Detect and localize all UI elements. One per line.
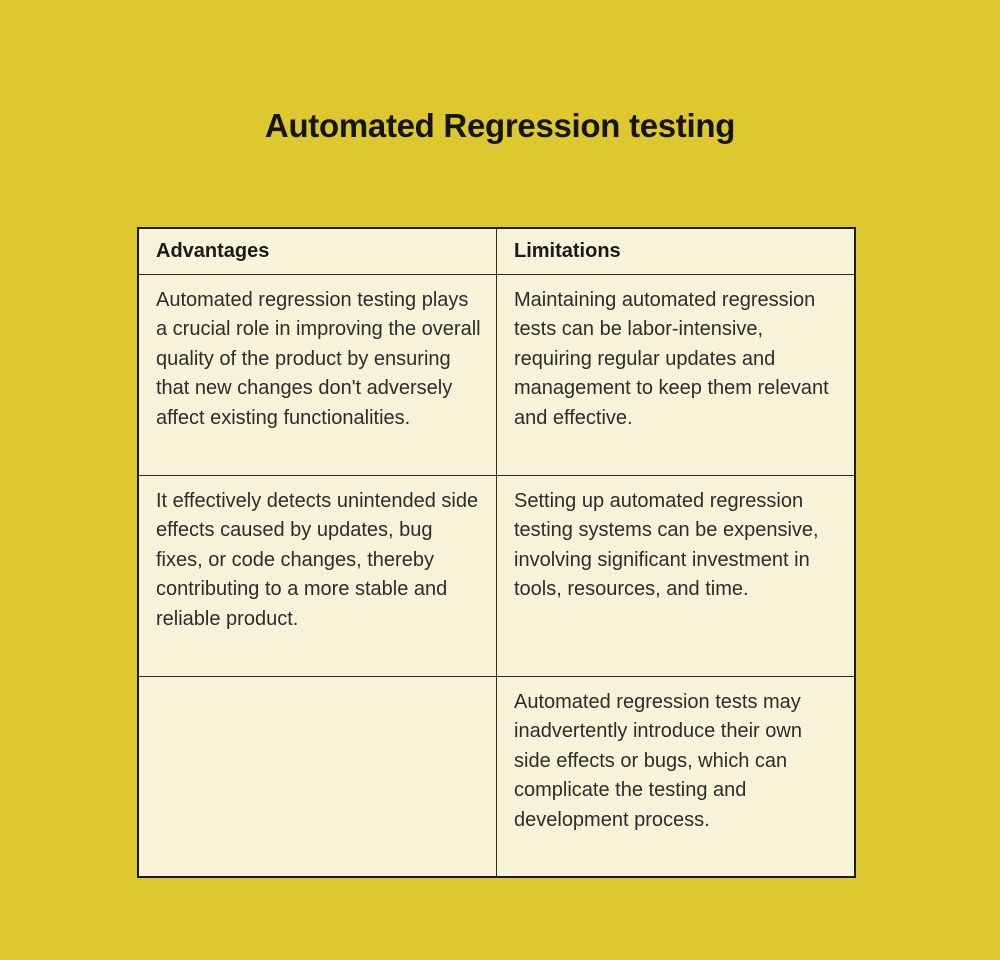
table-row: Automated regression testing plays a cru… <box>137 273 856 476</box>
advantage-cell: It effectively detects unintended side e… <box>137 474 497 677</box>
limitation-cell: Maintaining automated regression tests c… <box>496 273 856 476</box>
page-title: Automated Regression testing <box>264 107 736 145</box>
comparison-table-container: Advantages Limitations Automated regress… <box>137 227 856 878</box>
header-row: Advantages Limitations <box>137 227 856 275</box>
column-header-advantages: Advantages <box>137 227 497 275</box>
advantage-cell-empty <box>137 675 497 878</box>
limitation-cell: Setting up automated regression testing … <box>496 474 856 677</box>
comparison-table: Advantages Limitations Automated regress… <box>137 227 856 878</box>
table-row: It effectively detects unintended side e… <box>137 474 856 677</box>
limitation-cell: Automated regression tests may inadverte… <box>496 675 856 878</box>
table-row: Automated regression tests may inadverte… <box>137 675 856 878</box>
advantage-cell: Automated regression testing plays a cru… <box>137 273 497 476</box>
table-header: Advantages Limitations <box>137 227 856 275</box>
table-body: Automated regression testing plays a cru… <box>137 273 856 878</box>
column-header-limitations: Limitations <box>496 227 856 275</box>
